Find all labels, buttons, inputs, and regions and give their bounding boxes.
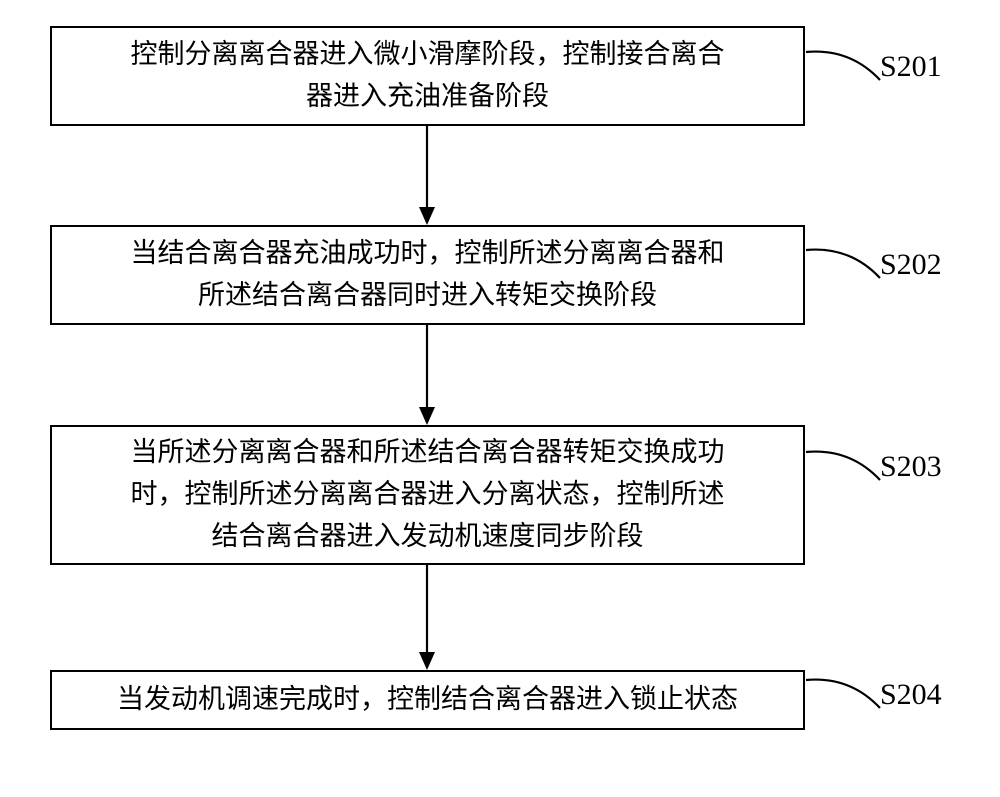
label-connector-s202 [802, 242, 884, 282]
label-connector-s201 [802, 44, 884, 84]
step-label-s202: S202 [880, 248, 942, 282]
flowchart-canvas: 控制分离离合器进入微小滑摩阶段，控制接合离合 器进入充油准备阶段 S201 当结合离… [0, 0, 1000, 797]
label-connector-s204 [802, 672, 884, 712]
edge-arrow-0 [415, 126, 439, 225]
flow-node-s204: 当发动机调速完成时，控制结合离合器进入锁止状态 [50, 670, 805, 730]
step-label-s204: S204 [880, 678, 942, 712]
flow-node-s203: 当所述分离离合器和所述结合离合器转矩交换成功 时，控制所述分离离合器进入分离状态… [50, 425, 805, 565]
flow-node-text-s203: 当所述分离离合器和所述结合离合器转矩交换成功 时，控制所述分离离合器进入分离状态… [131, 432, 725, 558]
label-connector-s203 [802, 444, 884, 484]
flow-node-s202: 当结合离合器充油成功时，控制所述分离离合器和 所述结合离合器同时进入转矩交换阶段 [50, 225, 805, 325]
flow-node-text-s202: 当结合离合器充油成功时，控制所述分离离合器和 所述结合离合器同时进入转矩交换阶段 [131, 233, 725, 317]
edge-arrow-2 [415, 565, 439, 670]
flow-node-s201: 控制分离离合器进入微小滑摩阶段，控制接合离合 器进入充油准备阶段 [50, 26, 805, 126]
step-label-s201: S201 [880, 50, 942, 84]
flow-node-text-s204: 当发动机调速完成时，控制结合离合器进入锁止状态 [117, 679, 738, 721]
flow-node-text-s201: 控制分离离合器进入微小滑摩阶段，控制接合离合 器进入充油准备阶段 [131, 34, 725, 118]
step-label-s203: S203 [880, 450, 942, 484]
edge-arrow-1 [415, 325, 439, 425]
